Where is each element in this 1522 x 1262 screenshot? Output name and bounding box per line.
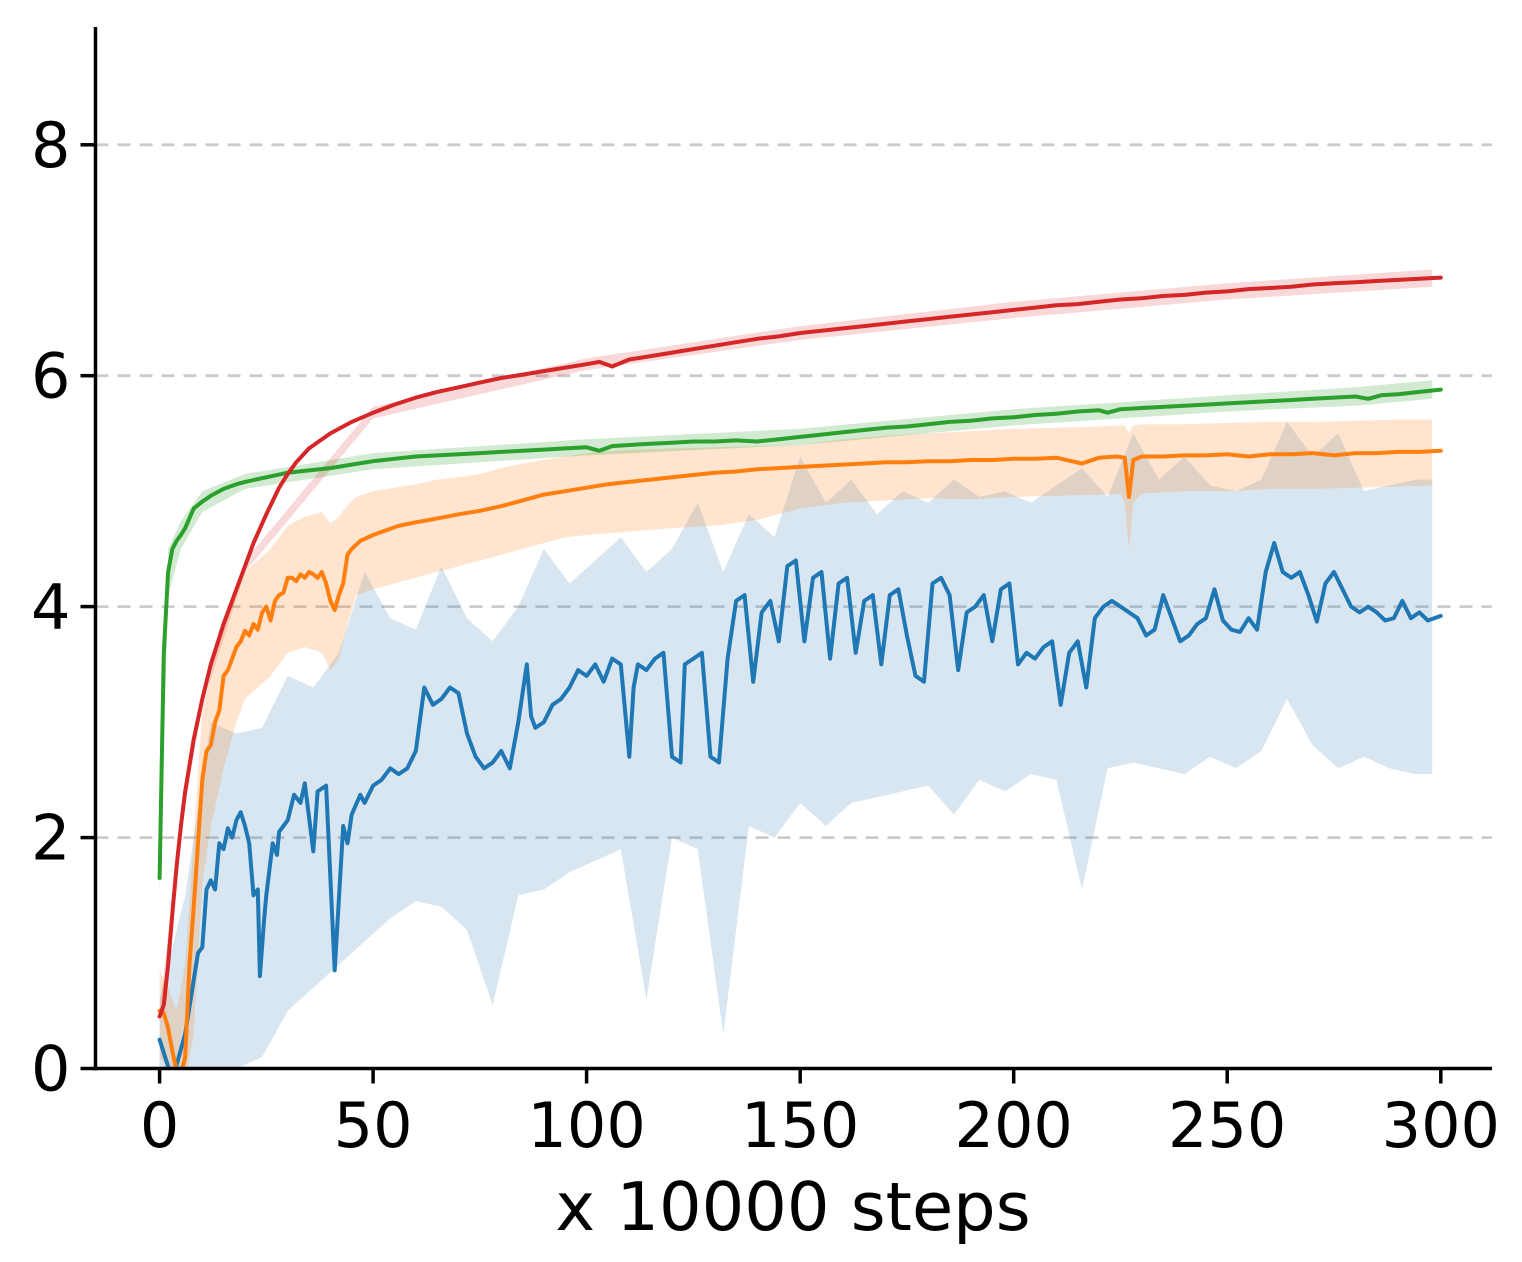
x-tick-label-250: 250 [1168,1089,1286,1162]
x-tick-label-300: 300 [1382,1089,1500,1162]
orange-line [157,448,1443,1069]
x-tick-label-150: 150 [741,1089,859,1162]
plot-area: 0 50 100 150 200 250 300 0 2 4 6 8 [31,27,1500,1162]
y-tick-label-4: 4 [31,571,70,644]
orange-confidence-band [159,419,1433,1069]
y-tick-label-8: 8 [31,109,70,182]
x-axis-label: x 10000 steps [555,1168,1030,1246]
red-line [157,275,1443,1019]
x-tick-label-200: 200 [955,1089,1073,1162]
green-line [157,387,1443,880]
x-tick-label-50: 50 [334,1089,413,1162]
x-tick-label-0: 0 [140,1089,179,1162]
blue-line [157,541,1443,1069]
y-tick-label-2: 2 [31,802,70,875]
x-tick-label-100: 100 [527,1089,645,1162]
y-tick-label-0: 0 [31,1033,70,1106]
y-tick-label-6: 6 [31,340,70,413]
blue-confidence-band [159,421,1433,1069]
